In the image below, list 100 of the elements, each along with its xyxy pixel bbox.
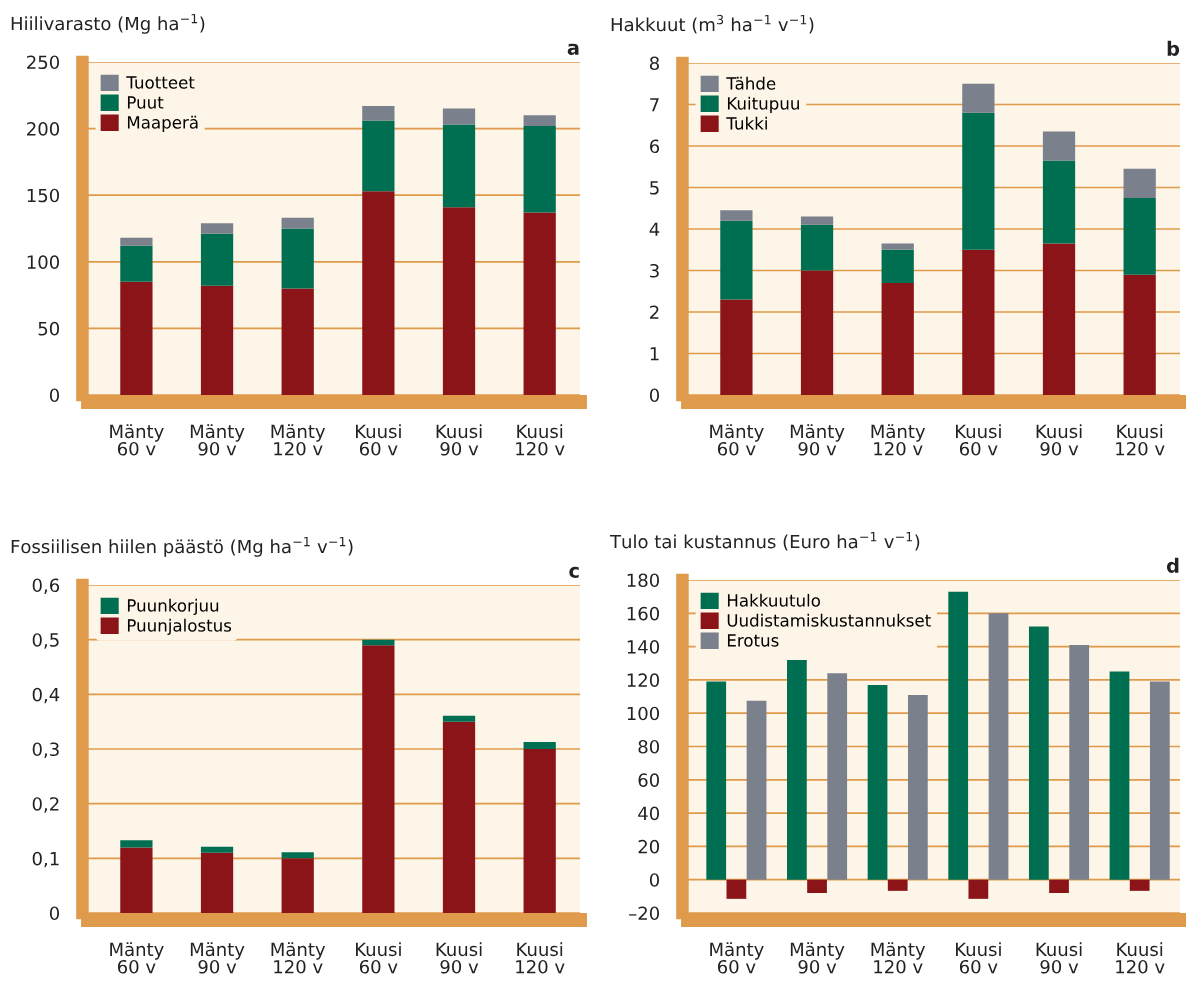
y-tick-label: 40 (638, 806, 660, 821)
x-tick-label: Mänty 120 v (871, 424, 926, 456)
text: d (1166, 557, 1179, 573)
y-tick-label: 200 (27, 122, 60, 136)
bar (1123, 274, 1156, 395)
y-tick-label: 5 (650, 181, 659, 195)
bar (120, 281, 153, 395)
x-tick-label: Mänty 60 v (710, 424, 764, 456)
bar (1123, 168, 1156, 198)
y-tick-label: 0,5 (32, 633, 59, 649)
x-tick-label: Mänty 90 v (790, 942, 845, 974)
y-tick-label: 80 (638, 739, 660, 754)
x-tick-label: Kuusi 90 v (436, 942, 482, 974)
bar (827, 673, 848, 880)
bar (1149, 681, 1170, 880)
y-tick-label: 8 (649, 56, 659, 71)
legend-label: Puut (127, 96, 164, 109)
legend-label: Tuotteet (126, 76, 195, 89)
x-tick-label: Mänty 120 v (871, 942, 926, 974)
bar (746, 700, 767, 880)
y-tick-label: 0,6 (32, 578, 60, 594)
bar (442, 108, 476, 125)
bar (1049, 879, 1069, 894)
y-tick-label: 120 (627, 673, 660, 688)
bar (720, 220, 753, 300)
x-tick-label: Mänty 120 v (271, 942, 326, 974)
x-tick-label: Kuusi 60 v (956, 424, 1001, 456)
bar (362, 191, 395, 395)
x-tick-label: Kuusi 90 v (1036, 942, 1082, 974)
x-tick-label: Mänty 90 v (190, 942, 245, 974)
bar (800, 224, 834, 271)
bar (881, 243, 914, 250)
bar (1069, 644, 1090, 880)
y-tick-label: 0 (649, 873, 660, 887)
x-tick-label: Kuusi 120 v (1116, 424, 1165, 456)
bar (1042, 160, 1076, 244)
bar (962, 112, 995, 250)
legend-label: Puunkorjuu (127, 598, 219, 615)
y-tick-label: 0,1 (32, 851, 59, 868)
x-tick-label: Mänty 90 v (790, 424, 845, 456)
y-tick-label: 1 (650, 347, 659, 361)
y-tick-label: 0,4 (32, 687, 60, 704)
bar (281, 217, 314, 229)
bar (120, 237, 153, 246)
y-tick-label: 7 (650, 98, 659, 112)
x-tick-label: Kuusi 60 v (956, 942, 1001, 974)
y-tick-label: 4 (649, 222, 660, 236)
x-tick-label: Mänty 60 v (710, 942, 764, 974)
x-tick-label: Kuusi 120 v (516, 942, 565, 974)
y-tick-label: 0 (649, 388, 660, 403)
bar (200, 233, 234, 286)
x-tick-label: Kuusi 120 v (516, 424, 565, 456)
bar (867, 684, 888, 880)
y-tick-label: 3 (650, 263, 659, 278)
bar (907, 694, 928, 880)
x-tick-label: Kuusi 60 v (356, 424, 401, 456)
bar (720, 299, 753, 395)
bar (200, 846, 234, 853)
bar (523, 741, 556, 749)
legend-label: Tähde (726, 76, 776, 90)
x-tick-label: Mänty 120 v (271, 424, 326, 456)
bar (787, 659, 807, 880)
bar (362, 120, 395, 192)
text: c (569, 566, 579, 578)
bar (887, 879, 908, 891)
bar (442, 124, 476, 208)
bar (706, 681, 727, 880)
bar (442, 721, 476, 913)
y-tick-label: 100 (627, 706, 660, 721)
bar (1109, 671, 1130, 880)
bar (720, 210, 753, 221)
bar (442, 207, 476, 395)
x-tick-label: Mänty 60 v (110, 942, 164, 974)
y-tick-label: 140 (627, 640, 660, 654)
bar (523, 212, 556, 395)
y-tick-label: –20 (629, 906, 660, 921)
y-tick-label: 50 (38, 321, 60, 336)
y-tick-label: 60 (638, 773, 660, 787)
legend-label: Uudistamiskustannukset (727, 613, 931, 627)
text: a (567, 43, 579, 55)
y-tick-label: 250 (27, 55, 60, 70)
y-tick-label: 0,3 (32, 742, 59, 758)
bar (807, 879, 827, 894)
bar (523, 125, 556, 213)
y-tick-label: 160 (627, 606, 660, 621)
legend-label: Maaperä (127, 115, 198, 132)
bar (362, 639, 395, 646)
bar (881, 249, 914, 283)
bar (800, 216, 834, 225)
bar (881, 282, 914, 395)
bar (362, 645, 395, 913)
bar (120, 840, 153, 848)
y-tick-label: 0 (49, 388, 60, 403)
chart-title: Tulo tai kustannus (Euro ha$^{−1}$ v$^{−1}$) (609, 531, 920, 551)
x-tick-label: Mänty 90 v (190, 424, 245, 456)
x-tick-label: Mänty 60 v (110, 424, 164, 456)
bar (962, 249, 995, 395)
bar (281, 852, 314, 859)
legend-label: Kuitupuu (727, 96, 799, 113)
bar (988, 613, 1009, 880)
